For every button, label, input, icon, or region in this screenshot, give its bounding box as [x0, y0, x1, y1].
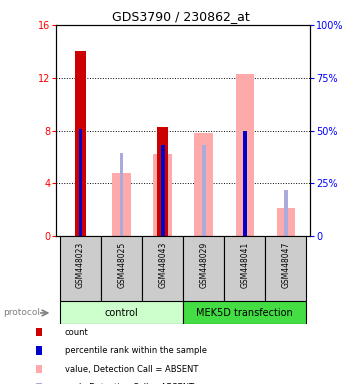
Bar — [120, 153, 123, 236]
Bar — [79, 129, 82, 236]
Bar — [161, 151, 165, 236]
Text: GDS3790 / 230862_at: GDS3790 / 230862_at — [112, 10, 249, 23]
Bar — [112, 173, 131, 236]
Bar — [36, 346, 43, 355]
Bar — [142, 236, 183, 301]
Bar — [202, 145, 205, 236]
Bar — [36, 383, 43, 384]
Bar — [36, 365, 43, 373]
Text: GSM448029: GSM448029 — [199, 242, 208, 288]
Text: MEK5D transfection: MEK5D transfection — [196, 308, 293, 318]
Bar — [243, 131, 247, 236]
Bar — [183, 236, 224, 301]
Bar — [265, 236, 306, 301]
Text: GSM448047: GSM448047 — [281, 242, 290, 288]
Bar — [157, 127, 169, 236]
Text: control: control — [105, 308, 139, 318]
Text: protocol: protocol — [4, 308, 40, 318]
Bar — [153, 154, 172, 236]
Bar — [101, 236, 142, 301]
Bar — [284, 190, 288, 236]
Text: value, Detection Call = ABSENT: value, Detection Call = ABSENT — [65, 364, 198, 374]
Bar — [235, 74, 254, 236]
Bar — [243, 131, 247, 236]
Bar — [75, 51, 86, 236]
Text: GSM448023: GSM448023 — [76, 242, 85, 288]
Bar — [36, 328, 43, 336]
Bar — [224, 236, 265, 301]
Bar — [183, 301, 306, 324]
Bar — [195, 133, 213, 236]
Bar — [277, 209, 295, 236]
Text: GSM448025: GSM448025 — [117, 242, 126, 288]
Bar — [161, 145, 165, 236]
Bar — [60, 301, 183, 324]
Text: GSM448043: GSM448043 — [158, 242, 167, 288]
Text: GSM448041: GSM448041 — [240, 242, 249, 288]
Text: count: count — [65, 328, 89, 337]
Text: rank, Detection Call = ABSENT: rank, Detection Call = ABSENT — [65, 383, 194, 384]
Text: percentile rank within the sample: percentile rank within the sample — [65, 346, 207, 355]
Bar — [60, 236, 101, 301]
